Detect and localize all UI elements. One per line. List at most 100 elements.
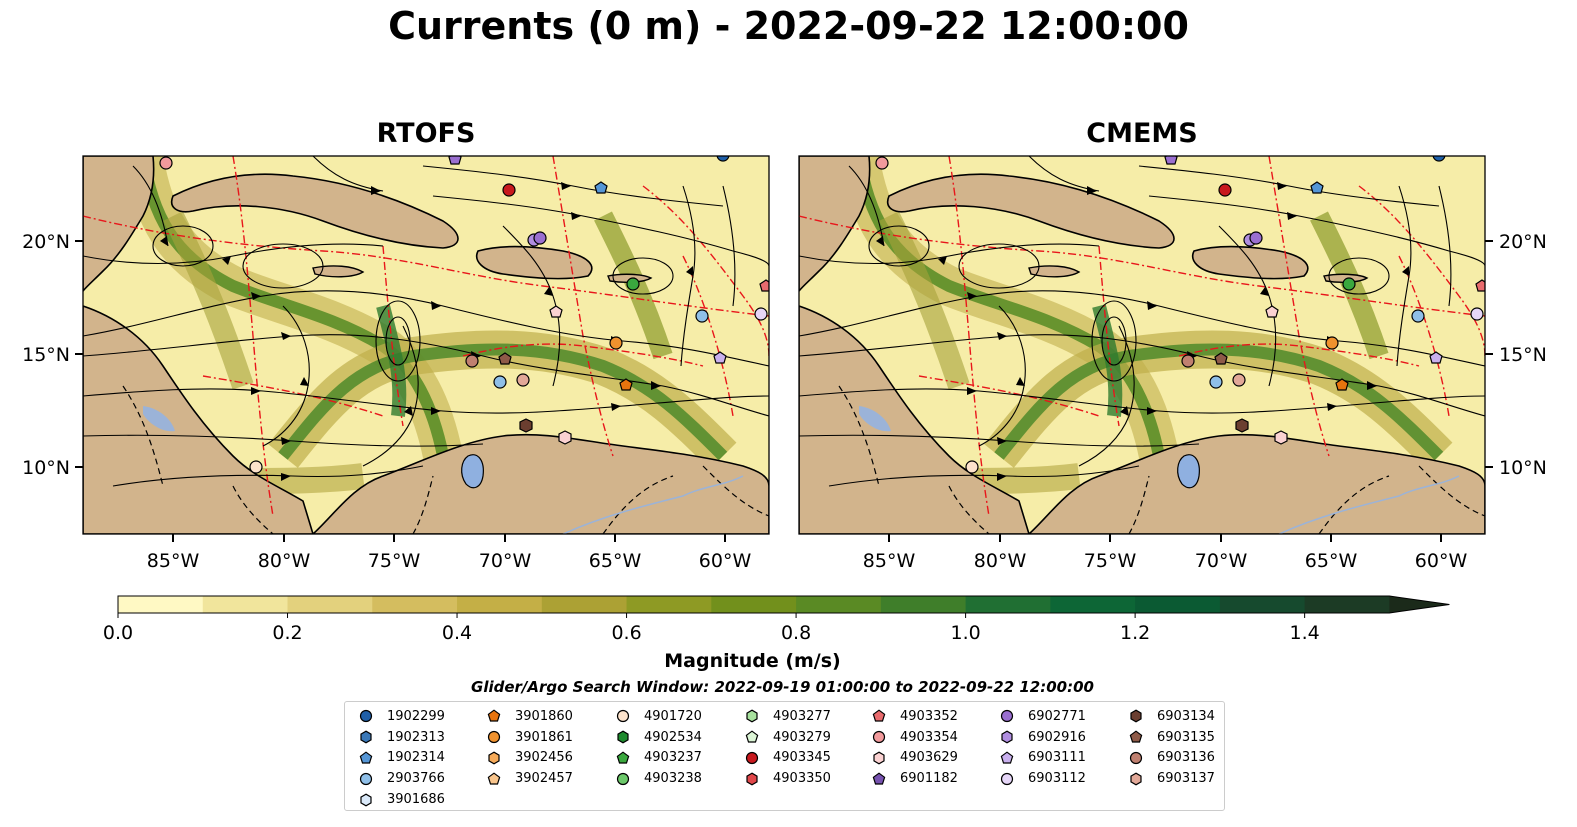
colorbar-segment [1050, 596, 1136, 613]
panel-title-cmems: CMEMS [1086, 118, 1198, 149]
pentagon-marker-icon [1000, 751, 1014, 764]
lon-tick-label: 65°W [589, 550, 642, 572]
circle-marker-icon [872, 731, 886, 744]
legend-item: 4903352 [872, 706, 958, 727]
legend-item-label: 6901182 [900, 771, 958, 787]
legend-item: 1902299 [359, 706, 445, 727]
lon-tick-label: 60°W [1415, 550, 1468, 572]
pentagon-marker-icon [872, 772, 886, 785]
colorbar-segment [541, 596, 628, 613]
legend-item: 4903238 [616, 768, 702, 789]
figure-title: Currents (0 m) - 2022-09-22 12:00:00 [388, 4, 1189, 48]
lat-tick-label: 10°N [1499, 457, 1547, 479]
lon-tick-label: 65°W [1305, 550, 1358, 572]
lon-tick-label: 75°W [1084, 550, 1137, 572]
lon-tick-label: 70°W [479, 550, 532, 572]
hexagon-marker-icon [746, 772, 758, 786]
colorbar-segment [711, 596, 797, 613]
legend-item-label: 1902314 [387, 750, 445, 766]
colorbar-segment [1219, 596, 1306, 613]
colorbar-tick-label: 0.2 [272, 622, 302, 640]
hexagon-marker-icon [360, 730, 372, 744]
legend-item: 3901860 [487, 706, 573, 727]
legend-item: 3901686 [359, 789, 445, 810]
legend-item-label: 4903277 [773, 708, 831, 724]
legend-item-label: 2903766 [387, 771, 445, 787]
circle-marker-icon [1000, 710, 1014, 723]
hexagon-marker-icon [746, 709, 758, 723]
legend-item: 4901720 [616, 706, 702, 727]
legend-item: 4903350 [745, 768, 831, 789]
hexagon-marker-icon [488, 751, 500, 765]
colorbar-tick-label: 1.2 [1120, 622, 1150, 640]
legend-item: 4903277 [745, 706, 831, 727]
legend-item: 6902771 [1000, 706, 1086, 727]
lon-tick-label: 70°W [1195, 550, 1248, 572]
colorbar-tick-label: 1.4 [1290, 622, 1320, 640]
hexagon-marker-icon [617, 730, 629, 744]
legend-item-label: 6902916 [1028, 729, 1086, 745]
legend-item: 4903279 [745, 727, 831, 748]
pentagon-marker-icon [1129, 730, 1143, 743]
lat-tick-label: 20°N [1499, 231, 1547, 253]
pentagon-marker-icon [487, 709, 501, 722]
map-panel-cmems [798, 155, 1486, 535]
lon-tick-label: 80°W [258, 550, 311, 572]
circle-marker-icon [487, 731, 501, 744]
colorbar-tick-label: 0.8 [781, 622, 811, 640]
colorbar-segment [880, 596, 967, 613]
legend-item: 6901182 [872, 768, 958, 789]
legend-item: 6903112 [1000, 768, 1086, 789]
lat-tick-label: 10°N [22, 457, 70, 479]
legend-item: 6903111 [1000, 748, 1086, 769]
colorbar-tick-label: 0.4 [442, 622, 472, 640]
circle-marker-icon [745, 751, 759, 765]
colorbar-segment [372, 596, 458, 613]
colorbar-segment [1304, 596, 1390, 613]
colorbar-segment [287, 596, 373, 613]
colorbar-tick-label: 0.6 [611, 622, 641, 640]
legend: 1902299 1902313 1902314 2903766 3901686 39018… [344, 701, 1225, 811]
legend-item-label: 6902771 [1028, 708, 1086, 724]
colorbar-label: Magnitude (m/s) [664, 650, 841, 672]
legend-item: 2903766 [359, 768, 445, 789]
legend-item: 6903136 [1129, 748, 1215, 769]
legend-item: 4902534 [616, 727, 702, 748]
colorbar-tick-label: 0.0 [103, 622, 133, 640]
hexagon-marker-icon [1130, 772, 1142, 786]
circle-marker-icon [616, 710, 630, 723]
circle-marker-icon [1000, 772, 1014, 785]
colorbar-segment [626, 596, 712, 613]
lat-tick-label: 15°N [22, 344, 70, 366]
legend-item-label: 3901686 [387, 792, 445, 808]
circle-marker-icon [359, 710, 373, 723]
hexagon-marker-icon [1001, 730, 1013, 744]
lon-tick-label: 85°W [863, 550, 916, 572]
legend-item-label: 4903237 [644, 750, 702, 766]
lat-tick-label: 15°N [1499, 344, 1547, 366]
legend-item-label: 4903345 [773, 750, 831, 766]
legend-item-label: 6903134 [1157, 708, 1215, 724]
pentagon-marker-icon [359, 751, 373, 764]
legend-title: Glider/Argo Search Window: 2022-09-19 01… [471, 678, 1094, 696]
colorbar [117, 595, 1450, 618]
legend-item: 4903345 [745, 748, 831, 769]
legend-item: 3902457 [487, 768, 573, 789]
legend-item-label: 1902299 [387, 708, 445, 724]
legend-item: 1902314 [359, 748, 445, 769]
colorbar-segment [965, 596, 1051, 613]
panel-title-rtofs: RTOFS [376, 118, 476, 149]
legend-item-label: 4903238 [644, 771, 702, 787]
pentagon-marker-icon [616, 751, 630, 764]
legend-item-label: 6903111 [1028, 750, 1086, 766]
legend-item-label: 4903352 [900, 708, 958, 724]
legend-item-label: 4903279 [773, 729, 831, 745]
legend-item: 4903629 [872, 748, 958, 769]
legend-item-label: 4903629 [900, 750, 958, 766]
legend-item-label: 6903112 [1028, 771, 1086, 787]
pentagon-marker-icon [872, 709, 886, 722]
lon-tick-label: 60°W [699, 550, 752, 572]
colorbar-extend-arrow [1389, 596, 1450, 613]
circle-marker-icon [616, 772, 630, 785]
colorbar-segment [796, 596, 882, 613]
